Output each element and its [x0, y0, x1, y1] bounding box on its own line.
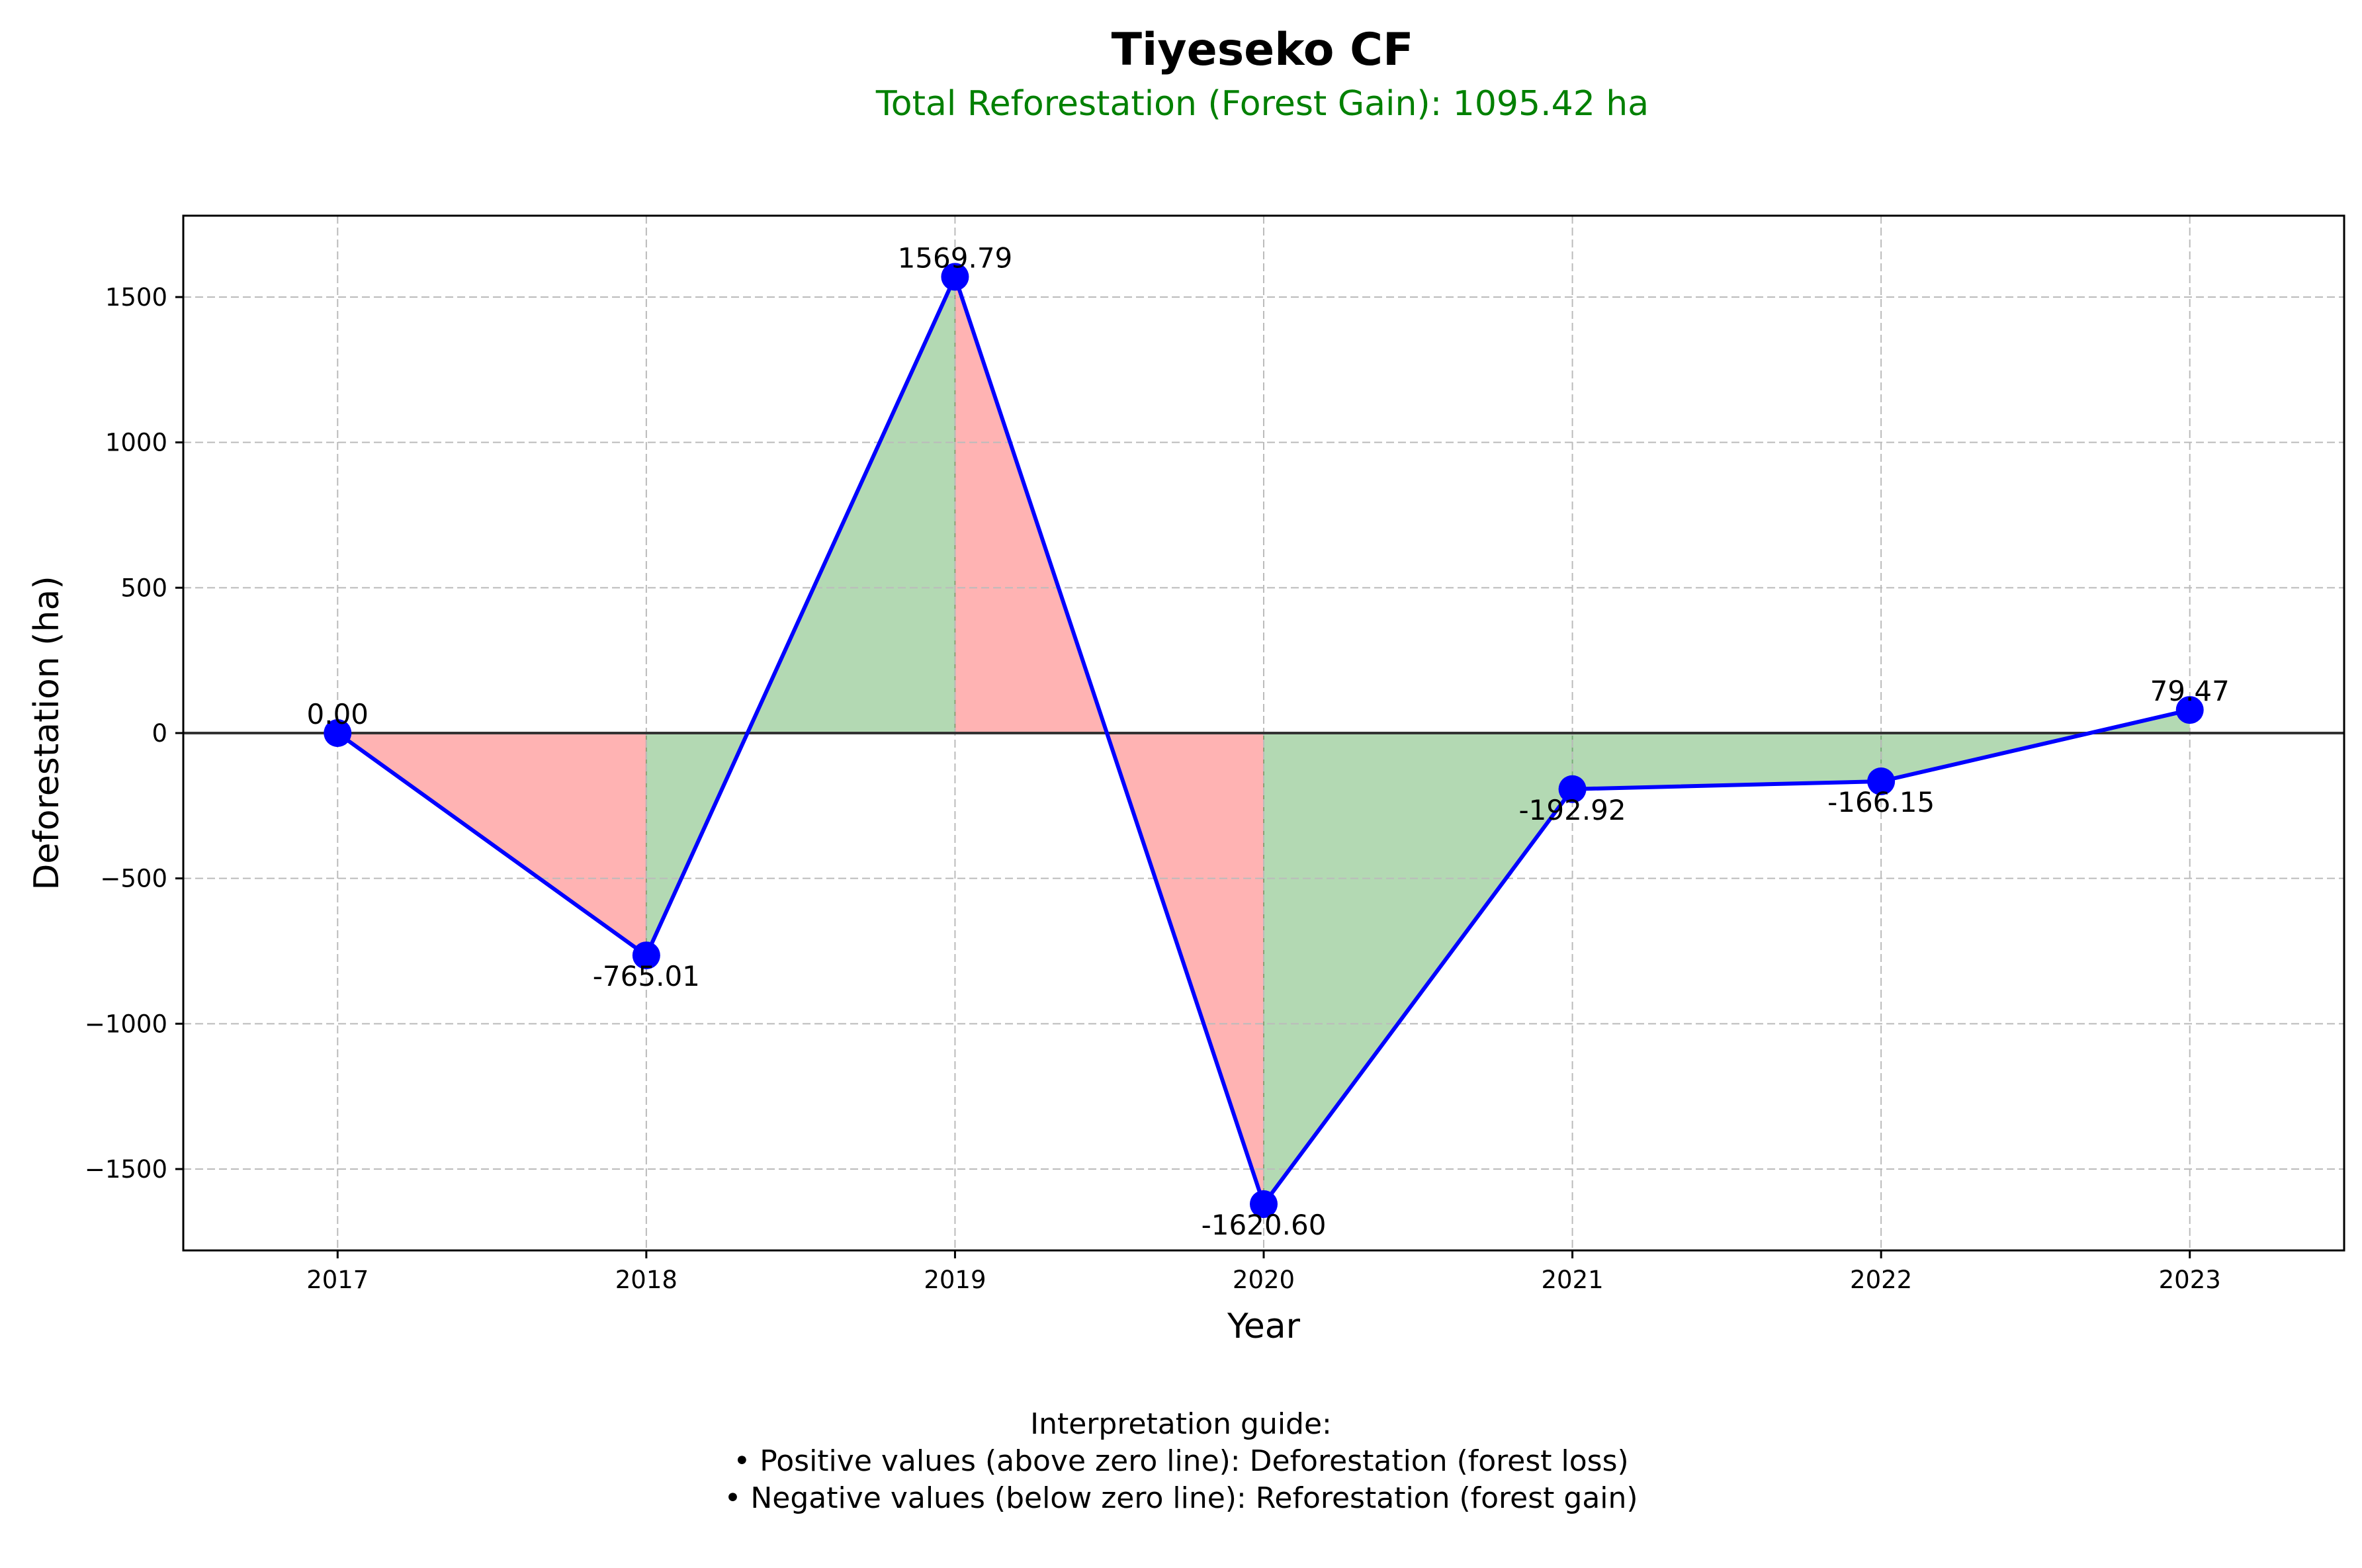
x-axis-ticks: 2017 2018 2019 2020 2021 2022 2023	[306, 1250, 2221, 1294]
data-label-2023: 79.47	[2150, 675, 2230, 707]
data-point-2018	[632, 941, 660, 970]
x-tick-label-2023: 2023	[2159, 1266, 2221, 1294]
data-point-2017	[324, 719, 352, 747]
y-tick-label: −1000	[85, 1010, 167, 1038]
data-points	[324, 263, 2204, 1218]
x-axis-label: Year	[1227, 1307, 1301, 1346]
y-tick-label: 1500	[105, 283, 167, 312]
data-point-2021	[1558, 775, 1587, 803]
data-label-2019: 1569.79	[898, 241, 1013, 274]
interpretation-guide: Interpretation guide: • Positive values …	[0, 1406, 2362, 1517]
data-label-2018: -765.01	[593, 960, 700, 992]
y-axis-ticks: −1500 −1000 −500 0 500 1000 1500	[85, 283, 183, 1184]
chart-subtitle: Total Reforestation (Forest Gain): 1095.…	[875, 84, 1649, 124]
y-tick-label: −500	[100, 865, 167, 893]
y-axis-label: Deforestation (ha)	[27, 576, 67, 890]
data-point-2019	[941, 263, 969, 291]
data-label-2021: -192.92	[1519, 794, 1626, 826]
data-point-2020	[1250, 1190, 1278, 1218]
x-tick-label-2021: 2021	[1541, 1266, 1603, 1294]
x-tick-label-2019: 2019	[924, 1266, 986, 1294]
fill-segment-2020-2021	[1264, 733, 1573, 1204]
data-label-2020: -1620.60	[1202, 1209, 1327, 1241]
guide-line-negative: • Negative values (below zero line): Ref…	[724, 1481, 1638, 1515]
chart-title: Tiyeseko CF	[1112, 24, 1414, 76]
data-labels: 0.00 -765.01 1569.79 -1620.60 -192.92 -166.15…	[307, 241, 2230, 1241]
data-point-2022	[1867, 767, 1896, 795]
data-label-2017: 0.00	[307, 698, 369, 730]
x-tick-label-2018: 2018	[615, 1266, 678, 1294]
data-label-2022: -166.15	[1827, 786, 1935, 818]
fill-segment-2021-2022	[1572, 733, 1882, 789]
y-tick-label: −1500	[85, 1155, 167, 1184]
y-tick-label: 1000	[105, 429, 167, 457]
guide-heading: Interpretation guide:	[1030, 1407, 1332, 1441]
data-point-2023	[2175, 696, 2204, 724]
x-tick-label-2017: 2017	[306, 1266, 369, 1294]
x-tick-label-2020: 2020	[1233, 1266, 1295, 1294]
y-tick-label: 500	[120, 574, 167, 602]
guide-line-positive: • Positive values (above zero line): Def…	[733, 1444, 1629, 1478]
x-tick-label-2022: 2022	[1850, 1266, 1912, 1294]
y-tick-label: 0	[152, 719, 167, 748]
